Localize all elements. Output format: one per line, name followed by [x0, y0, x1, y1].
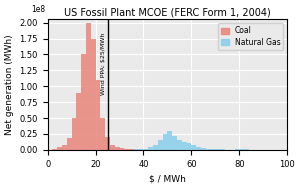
Title: US Fossil Plant MCOE (FERC Form 1, 2004): US Fossil Plant MCOE (FERC Form 1, 2004) — [64, 7, 271, 17]
Bar — [225, 149, 230, 150]
Legend: Coal, Natural Gas: Coal, Natural Gas — [218, 23, 284, 50]
Bar — [105, 137, 110, 150]
Bar — [206, 149, 211, 150]
Bar — [52, 149, 57, 150]
Bar — [115, 147, 119, 150]
Bar — [235, 149, 239, 150]
Bar — [177, 140, 182, 150]
Bar — [72, 118, 76, 150]
Bar — [139, 149, 143, 150]
Bar — [81, 54, 86, 150]
Text: 1e8: 1e8 — [31, 5, 45, 14]
Bar — [191, 145, 196, 150]
Bar — [148, 147, 153, 150]
Bar — [91, 39, 96, 150]
Bar — [201, 148, 206, 150]
Bar — [67, 138, 72, 150]
Bar — [124, 149, 129, 150]
Bar — [158, 140, 163, 150]
Bar — [96, 80, 100, 150]
Bar — [134, 149, 139, 150]
Bar — [244, 149, 249, 150]
Bar — [153, 145, 158, 150]
Bar — [249, 149, 254, 150]
Bar — [163, 134, 167, 150]
Bar — [62, 145, 67, 150]
Bar — [57, 147, 62, 150]
Bar — [215, 149, 220, 150]
Bar — [100, 118, 105, 150]
Y-axis label: Net generation (MWh): Net generation (MWh) — [5, 34, 14, 135]
Text: Wind PPA: $25/MWh: Wind PPA: $25/MWh — [100, 32, 106, 95]
Bar — [129, 149, 134, 150]
Bar — [167, 131, 172, 150]
Bar — [172, 136, 177, 150]
Bar — [86, 23, 91, 150]
Bar — [110, 145, 115, 150]
X-axis label: $ / MWh: $ / MWh — [149, 174, 186, 183]
Bar — [239, 149, 244, 150]
Bar — [196, 147, 201, 150]
Bar — [220, 149, 225, 150]
Bar — [119, 148, 124, 150]
Bar — [187, 143, 191, 150]
Bar — [143, 149, 148, 150]
Bar — [211, 149, 215, 150]
Bar — [76, 93, 81, 150]
Bar — [182, 142, 187, 150]
